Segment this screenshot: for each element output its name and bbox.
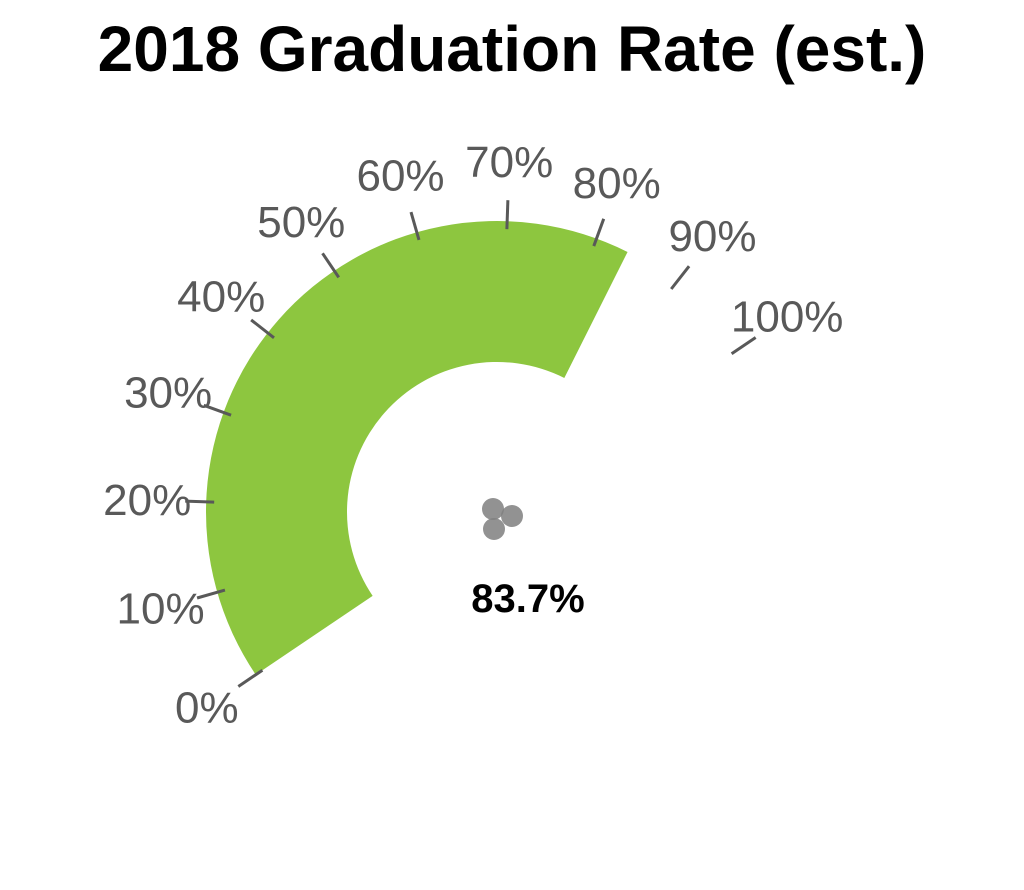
tick-label: 10% [117, 584, 205, 633]
tick-mark [505, 200, 510, 230]
tick-label: 90% [668, 212, 756, 261]
needle-hub [483, 518, 505, 540]
tick-mark [592, 218, 606, 247]
tick-label: 30% [124, 368, 212, 417]
gauge-needle [482, 498, 523, 540]
tick-mark [250, 318, 275, 339]
gauge-value-band [206, 220, 628, 675]
chart-title: 2018 Graduation Rate (est.) [97, 13, 927, 85]
tick-mark [237, 669, 264, 688]
tick-mark [409, 211, 421, 241]
tick-mark [321, 252, 340, 279]
tick-label: 40% [177, 273, 265, 322]
tick-label: 60% [356, 152, 444, 201]
tick-mark [730, 336, 757, 355]
tick-label: 100% [731, 292, 844, 341]
needle-hub [501, 505, 523, 527]
tick-label: 0% [175, 684, 239, 733]
needle-hub [482, 498, 504, 520]
tick-label: 20% [103, 476, 191, 525]
gauge-value-label: 83.7% [471, 577, 584, 621]
tick-labels: 0% 10% 20% 30% 40% 50%60% 70% 80%90% 100% [103, 138, 843, 733]
tick-mark [670, 265, 691, 290]
tick-mark [185, 499, 215, 504]
tick-label: 70% [465, 138, 553, 187]
tick-label: 50% [257, 198, 345, 247]
tick-label: 80% [573, 159, 661, 208]
tick-mark [196, 588, 226, 600]
tick-mark [203, 403, 232, 417]
tick-marks [185, 200, 757, 688]
